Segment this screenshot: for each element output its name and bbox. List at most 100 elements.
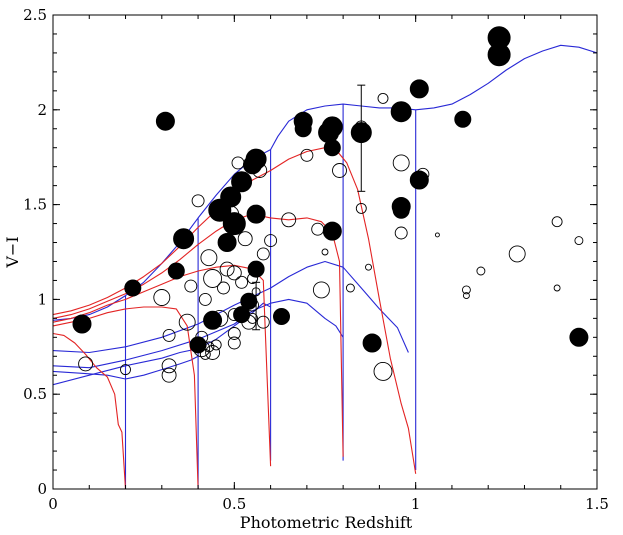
x-tick-label: 1 <box>411 495 421 513</box>
filled-point <box>392 201 410 219</box>
tick-labels: 0 0.5 1 1.5 0 0.5 1 1.5 2 2.5 <box>23 6 609 513</box>
open-point <box>462 292 470 300</box>
axis-ticks <box>52 14 598 490</box>
open-point <box>198 292 212 306</box>
filled-point <box>72 314 92 334</box>
open-point <box>355 202 367 214</box>
y-tick-label: 2.5 <box>23 6 47 24</box>
filled-point <box>246 204 266 224</box>
open-point <box>256 315 270 329</box>
plot-frame <box>52 14 598 490</box>
open-point <box>217 281 230 295</box>
track-red-5 <box>52 332 127 490</box>
filled-point <box>233 306 251 324</box>
open-point <box>256 247 270 261</box>
open-point <box>508 245 526 263</box>
filled-point <box>454 110 472 128</box>
open-point <box>574 236 584 246</box>
x-tick-label: 0 <box>48 495 58 513</box>
track-blue-upper <box>52 44 598 321</box>
open-point <box>184 279 198 293</box>
filled-point <box>167 262 185 280</box>
open-point <box>321 248 329 256</box>
open-point <box>161 358 177 374</box>
filled-point <box>231 171 253 193</box>
open-point <box>281 212 297 228</box>
filled-point <box>155 111 175 131</box>
open-point <box>373 361 393 381</box>
open-point <box>120 364 131 376</box>
open-point <box>434 232 440 238</box>
filled-point <box>322 221 342 241</box>
open-point <box>345 283 355 293</box>
open-point <box>153 289 171 306</box>
filled-point <box>189 336 207 354</box>
open-point <box>161 367 177 383</box>
filled-point <box>173 228 195 250</box>
y-tick-label: 0 <box>37 480 47 498</box>
filled-point <box>409 170 429 190</box>
filled-point <box>222 212 246 236</box>
open-point <box>365 263 372 271</box>
open-point <box>394 226 408 240</box>
filled-point <box>273 308 290 325</box>
open-point <box>210 339 222 351</box>
open-point <box>203 269 223 288</box>
open-point <box>300 148 314 162</box>
open-point <box>476 266 486 276</box>
y-tick-label: 1 <box>37 290 47 308</box>
open-point <box>231 156 245 170</box>
data-points <box>72 26 589 383</box>
open-point <box>553 284 561 292</box>
open-point <box>191 194 205 208</box>
filled-point <box>124 279 142 297</box>
open-point <box>78 356 94 372</box>
y-tick-label: 2 <box>37 101 47 119</box>
open-point <box>205 345 221 360</box>
open-point <box>311 222 325 236</box>
filled-point <box>409 79 429 99</box>
filled-point <box>362 333 382 353</box>
open-point <box>226 265 242 281</box>
filled-point <box>321 116 343 138</box>
open-point <box>237 231 253 247</box>
filled-point <box>203 310 223 330</box>
open-point <box>200 249 218 267</box>
open-point <box>178 313 196 331</box>
open-point <box>332 163 347 178</box>
open-point <box>264 234 278 248</box>
filled-point <box>217 233 237 252</box>
y-tick-label: 1.5 <box>23 196 47 214</box>
filled-point <box>245 148 267 170</box>
open-point <box>227 327 241 340</box>
filled-point <box>293 111 313 131</box>
x-tick-label: 0.5 <box>222 495 246 513</box>
open-point <box>377 92 389 104</box>
y-tick-label: 0.5 <box>23 385 47 403</box>
filled-point <box>390 101 412 123</box>
open-point <box>251 287 261 297</box>
filled-point <box>569 327 589 347</box>
open-point <box>312 281 330 299</box>
open-point <box>551 216 563 228</box>
open-point <box>227 336 241 350</box>
open-point <box>162 328 176 342</box>
filled-point <box>487 43 511 67</box>
track-red-2 <box>52 213 344 457</box>
filled-point <box>350 122 372 144</box>
filled-point <box>220 186 242 208</box>
open-point <box>392 154 410 172</box>
model-tracks <box>52 44 598 490</box>
x-axis-label: Photometric Redshift <box>240 513 413 532</box>
track-blue-mid <box>52 260 409 354</box>
open-point <box>461 285 471 295</box>
track-blue-bottom-2 <box>52 355 199 380</box>
x-tick-label: 1.5 <box>585 495 609 513</box>
open-point <box>235 275 249 289</box>
filled-point <box>247 260 265 278</box>
filled-point <box>240 292 258 310</box>
y-axis-label: V−I <box>3 236 22 268</box>
open-point <box>219 261 235 277</box>
filled-point <box>323 139 341 157</box>
